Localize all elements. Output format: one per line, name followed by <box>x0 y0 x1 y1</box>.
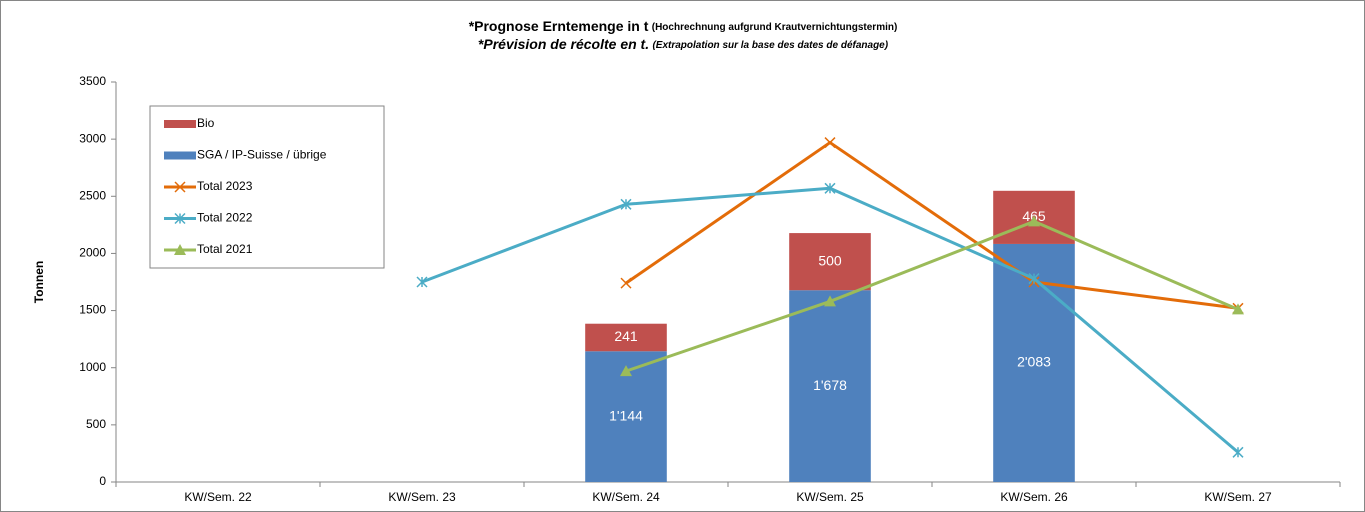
line <box>625 219 1239 373</box>
marker <box>174 244 186 255</box>
value-label: 241 <box>614 328 638 344</box>
y-tick-label: 1000 <box>79 360 106 374</box>
marker-shape <box>416 276 428 288</box>
marker-shape <box>620 277 632 289</box>
marker <box>174 181 186 193</box>
marker-shape <box>1232 303 1244 315</box>
title-fr-note: (Extrapolation sur la base des dates de … <box>652 40 888 51</box>
y-axis-label: Tonnen <box>32 261 46 303</box>
chart-subtitle: *Prévision de récolte en t. (Extrapolati… <box>478 36 889 52</box>
marker-shape <box>1028 273 1040 285</box>
marker <box>620 365 632 377</box>
marker-shape <box>824 182 836 194</box>
value-label: 1'144 <box>609 407 643 423</box>
y-tick-label: 3000 <box>79 131 106 145</box>
value-label: 1'678 <box>813 377 847 393</box>
bar <box>993 243 1075 482</box>
marker-shape <box>174 244 186 255</box>
marker <box>620 198 632 210</box>
x-tick-label: KW/Sem. 27 <box>1204 490 1272 504</box>
title-fr: *Prévision de récolte en t. <box>478 36 649 52</box>
y-tick-label: 2000 <box>79 246 106 260</box>
x-tick-label: KW/Sem. 23 <box>388 490 456 504</box>
marker-shape <box>1232 446 1244 458</box>
y-tick-label: 0 <box>99 474 106 488</box>
x-tick-label: KW/Sem. 25 <box>796 490 864 504</box>
marker-shape <box>174 181 186 193</box>
x-tick-label: KW/Sem. 22 <box>184 490 252 504</box>
title-de-note: (Hochrechnung aufgrund Krautvernichtungs… <box>652 22 898 33</box>
marker <box>1028 215 1040 227</box>
x-tick-label: KW/Sem. 26 <box>1000 490 1068 504</box>
marker <box>824 295 836 307</box>
marker-shape <box>824 295 836 307</box>
legend-label: Total 2022 <box>197 211 253 225</box>
marker <box>824 182 836 194</box>
bar <box>585 323 667 352</box>
legend-label: SGA / IP-Suisse / übrige <box>197 148 327 162</box>
marker-shape <box>620 198 632 210</box>
bar <box>789 290 871 482</box>
marker <box>1232 303 1244 315</box>
marker <box>824 137 836 149</box>
y-tick-label: 1500 <box>79 303 106 317</box>
chart-title: *Prognose Erntemenge in t (Hochrechnung … <box>469 18 898 34</box>
legend-label: Total 2021 <box>197 242 253 256</box>
legend-swatch <box>164 120 196 128</box>
legend: Bio SGA / IP-Suisse / übrige Total 2023 Tot… <box>149 105 385 269</box>
value-label: 500 <box>818 252 842 268</box>
y-tick-label: 3500 <box>79 74 106 88</box>
legend-label: Bio <box>197 116 215 130</box>
x-tick-label: KW/Sem. 24 <box>592 490 660 504</box>
marker <box>416 276 428 288</box>
legend-swatch <box>164 151 196 160</box>
marker-shape <box>620 365 632 377</box>
marker <box>1028 273 1040 285</box>
marker <box>174 212 186 225</box>
value-label: 2'083 <box>1017 354 1051 370</box>
bar <box>789 233 871 291</box>
line <box>625 141 1239 310</box>
marker-shape <box>1028 215 1040 227</box>
y-tick-label: 500 <box>86 417 106 431</box>
y-tick-label: 2500 <box>79 188 106 202</box>
marker <box>1232 446 1244 458</box>
marker-shape <box>174 212 186 225</box>
marker <box>620 277 632 289</box>
marker-shape <box>824 137 836 149</box>
title-de: *Prognose Erntemenge in t <box>469 18 649 34</box>
legend-label: Total 2023 <box>197 179 253 193</box>
